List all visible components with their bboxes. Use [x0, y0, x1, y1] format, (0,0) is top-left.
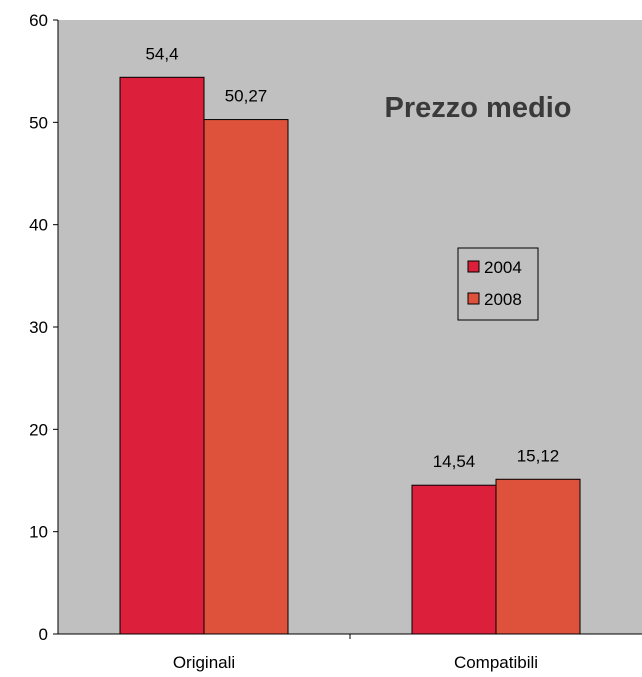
- legend-box: [457, 247, 539, 321]
- y-tick-label: 0: [39, 625, 48, 644]
- bar-2004-compatibili: [411, 484, 497, 635]
- legend-swatch-2004: [467, 260, 480, 273]
- data-label: 15,12: [517, 446, 560, 465]
- bars-group: 54,4 50,27 14,54 15,12: [119, 44, 581, 635]
- legend-label-2008: 2008: [484, 290, 522, 309]
- bar-2008-compatibili: [495, 478, 581, 635]
- y-tick-label: 30: [29, 318, 48, 337]
- legend: 2004 2008: [457, 247, 539, 321]
- data-label: 50,27: [225, 87, 268, 106]
- y-axis: 0 10 20 30 40 50 60: [29, 11, 59, 644]
- bar-2004-originali: [119, 76, 205, 635]
- x-axis: Originali Compatibili: [58, 633, 642, 672]
- y-tick-label: 50: [29, 113, 48, 132]
- legend-swatch-2008: [467, 292, 480, 305]
- x-tick-label: Originali: [173, 653, 235, 672]
- y-tick-label: 60: [29, 11, 48, 30]
- y-tick-label: 40: [29, 216, 48, 235]
- y-tick-label: 10: [29, 523, 48, 542]
- legend-label-2004: 2004: [484, 258, 522, 277]
- data-label: 54,4: [145, 44, 178, 63]
- chart-title: Prezzo medio: [385, 92, 572, 124]
- y-tick-label: 20: [29, 420, 48, 439]
- x-tick-label: Compatibili: [454, 653, 538, 672]
- bar-2008-originali: [203, 119, 289, 635]
- data-label: 14,54: [433, 452, 476, 471]
